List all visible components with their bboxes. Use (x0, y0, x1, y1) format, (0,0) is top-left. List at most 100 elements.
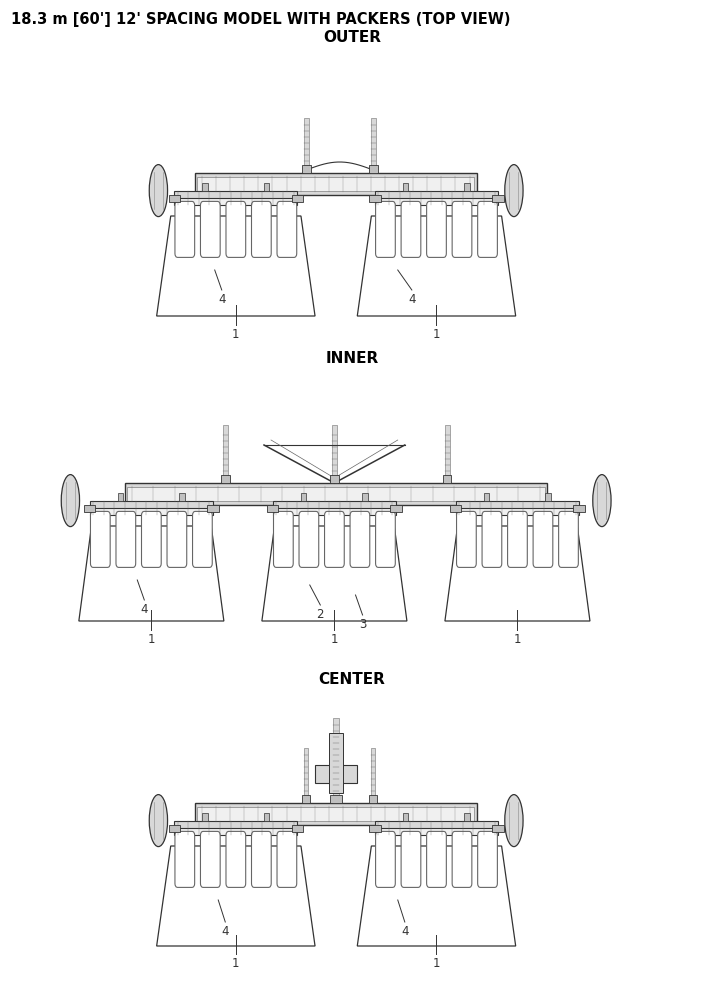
FancyBboxPatch shape (142, 511, 161, 567)
FancyBboxPatch shape (90, 511, 110, 567)
FancyBboxPatch shape (325, 511, 344, 567)
FancyBboxPatch shape (226, 201, 246, 257)
Bar (456, 501, 579, 510)
Ellipse shape (505, 165, 523, 217)
Text: 4: 4 (222, 925, 229, 938)
Bar (272, 501, 396, 510)
FancyBboxPatch shape (452, 831, 472, 887)
Bar (363, 493, 368, 501)
Polygon shape (79, 526, 224, 621)
Polygon shape (262, 526, 407, 621)
Bar (302, 165, 310, 173)
Bar (221, 475, 230, 483)
Bar (90, 501, 213, 510)
Bar (456, 508, 579, 515)
Bar (443, 475, 451, 483)
FancyBboxPatch shape (508, 511, 527, 567)
Bar (493, 195, 504, 202)
FancyBboxPatch shape (167, 511, 187, 567)
Text: 3: 3 (359, 618, 366, 631)
Bar (332, 718, 339, 803)
Bar (573, 505, 584, 512)
Bar (303, 795, 310, 803)
FancyBboxPatch shape (376, 831, 396, 887)
Bar (264, 813, 270, 821)
FancyBboxPatch shape (175, 201, 194, 257)
Bar (175, 828, 297, 835)
FancyBboxPatch shape (251, 201, 271, 257)
FancyBboxPatch shape (201, 201, 220, 257)
FancyBboxPatch shape (350, 511, 370, 567)
FancyBboxPatch shape (116, 511, 136, 567)
Bar (207, 505, 218, 512)
Bar (264, 183, 270, 191)
FancyBboxPatch shape (201, 831, 220, 887)
Bar (369, 825, 380, 832)
Bar (202, 813, 208, 821)
Bar (484, 493, 489, 501)
Polygon shape (445, 526, 590, 621)
FancyBboxPatch shape (482, 511, 502, 567)
Bar (267, 505, 278, 512)
FancyBboxPatch shape (376, 201, 396, 257)
Text: 1: 1 (514, 633, 521, 646)
Text: 1: 1 (433, 328, 440, 341)
Bar (118, 493, 123, 501)
Polygon shape (357, 846, 516, 946)
Bar (301, 493, 306, 501)
FancyBboxPatch shape (277, 831, 297, 887)
Text: 1: 1 (148, 633, 155, 646)
Bar (330, 475, 339, 483)
FancyBboxPatch shape (277, 201, 297, 257)
Polygon shape (357, 216, 516, 316)
Bar (127, 487, 545, 501)
Bar (330, 795, 341, 803)
Text: 4: 4 (401, 925, 408, 938)
Bar (90, 508, 213, 515)
Bar (369, 195, 380, 202)
Bar (332, 425, 337, 483)
FancyBboxPatch shape (452, 201, 472, 257)
Ellipse shape (149, 165, 168, 217)
Bar (197, 807, 474, 821)
Bar (291, 825, 303, 832)
Bar (403, 183, 408, 191)
Bar (195, 173, 477, 195)
Text: 1: 1 (232, 957, 239, 970)
FancyBboxPatch shape (477, 201, 497, 257)
Ellipse shape (61, 475, 80, 527)
Bar (315, 765, 357, 783)
Text: 4: 4 (408, 293, 415, 306)
Bar (375, 828, 498, 835)
Polygon shape (157, 216, 315, 316)
Bar (493, 825, 504, 832)
Bar (304, 118, 308, 173)
Polygon shape (157, 846, 315, 946)
FancyBboxPatch shape (427, 831, 446, 887)
Text: 1: 1 (433, 957, 440, 970)
Bar (445, 425, 450, 483)
Bar (195, 803, 477, 825)
Bar (375, 191, 498, 200)
Bar (291, 195, 303, 202)
Ellipse shape (149, 795, 168, 847)
Bar (202, 183, 208, 191)
Text: OUTER: OUTER (323, 30, 381, 45)
Text: 4: 4 (218, 293, 225, 306)
Text: CENTER: CENTER (319, 672, 385, 687)
Bar (272, 508, 396, 515)
FancyBboxPatch shape (192, 511, 213, 567)
FancyBboxPatch shape (477, 831, 497, 887)
FancyBboxPatch shape (251, 831, 271, 887)
Text: 1: 1 (331, 633, 338, 646)
Text: 18.3 m [60'] 12' SPACING MODEL WITH PACKERS (TOP VIEW): 18.3 m [60'] 12' SPACING MODEL WITH PACK… (11, 12, 510, 27)
Bar (304, 748, 308, 803)
Bar (371, 118, 376, 173)
Bar (390, 505, 401, 512)
Bar (175, 821, 297, 830)
FancyBboxPatch shape (559, 511, 579, 567)
FancyBboxPatch shape (456, 511, 476, 567)
Bar (222, 425, 228, 483)
Bar (197, 177, 474, 191)
Bar (375, 821, 498, 830)
